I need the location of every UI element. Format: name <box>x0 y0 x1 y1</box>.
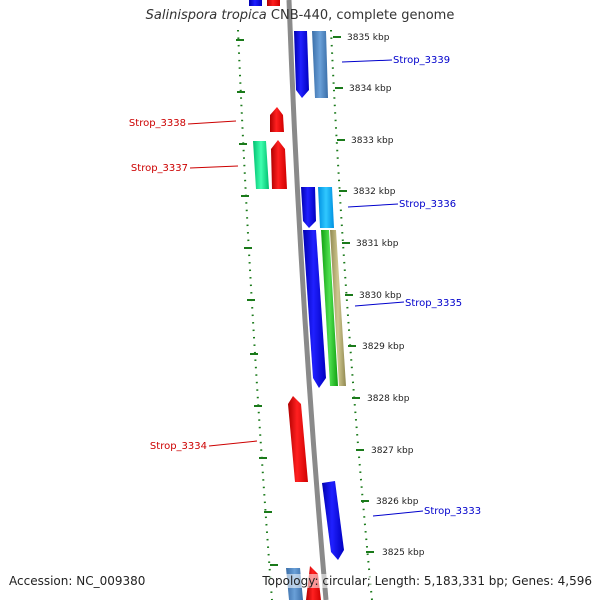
scale-tick-marks <box>333 36 374 553</box>
gene-label-strop-3333[interactable]: Strop_3333 <box>424 506 481 517</box>
gene-strop-3335-olive[interactable] <box>330 230 346 386</box>
leader-strop-3339 <box>341 59 393 63</box>
gene-strop-3333[interactable] <box>322 481 344 560</box>
scale-label: 3827 kbp <box>371 446 414 456</box>
gene-strop-3335-green[interactable] <box>321 230 338 386</box>
left-tick-marks <box>236 39 278 566</box>
gene-strop-3336-blue[interactable] <box>301 187 316 228</box>
gene-label-leaders <box>187 59 424 517</box>
genome-summary: Topology: circular; Length: 5,183,331 bp… <box>262 574 592 588</box>
gene-strop-3339-steelblue[interactable] <box>312 31 328 98</box>
gene-label-strop-3334[interactable]: Strop_3334 <box>150 441 207 452</box>
leader-strop-3338 <box>187 120 237 125</box>
gene-strop-3334[interactable] <box>288 396 308 482</box>
map-title: Salinispora tropica CNB-440, complete ge… <box>0 8 600 23</box>
gene-label-strop-3335[interactable]: Strop_3335 <box>405 298 462 309</box>
scale-label: 3826 kbp <box>376 497 419 507</box>
gene-label-strop-3338[interactable]: Strop_3338 <box>129 118 186 129</box>
gene-top-blue-partial[interactable] <box>249 0 262 6</box>
gene-label-strop-3337[interactable]: Strop_3337 <box>131 163 188 174</box>
scale-label: 3828 kbp <box>367 394 410 404</box>
genome-backbone <box>286 0 329 600</box>
title-suffix: CNB-440, complete genome <box>270 8 455 23</box>
scale-label: 3825 kbp <box>382 548 425 558</box>
gene-labels: Strop_3339 Strop_3338 Strop_3337 Strop_3… <box>129 55 481 517</box>
leader-strop-3333 <box>372 510 424 517</box>
gene-label-strop-3336[interactable]: Strop_3336 <box>399 199 456 210</box>
gene-strop-3337[interactable] <box>271 140 287 189</box>
scale-label: 3829 kbp <box>362 342 405 352</box>
gene-strop-3338[interactable] <box>270 107 284 132</box>
scale-label: 3831 kbp <box>356 239 399 249</box>
gene-strop-3339-blue[interactable] <box>294 31 309 98</box>
scale-label: 3833 kbp <box>351 136 394 146</box>
leader-strop-3335 <box>354 301 405 307</box>
organism-name: Salinispora tropica <box>145 8 267 23</box>
scale-label: 3832 kbp <box>353 187 396 197</box>
scale-label: 3835 kbp <box>347 33 390 43</box>
gene-label-strop-3339[interactable]: Strop_3339 <box>393 55 450 66</box>
accession-info: Accession: NC_009380 <box>9 574 146 588</box>
leader-strop-3337 <box>189 165 239 169</box>
gene-top-red-partial[interactable] <box>267 0 280 6</box>
leader-strop-3334 <box>208 440 258 447</box>
gene-strop-3337-teal[interactable] <box>253 141 269 189</box>
left-dotted-track <box>237 29 273 600</box>
scale-label: 3834 kbp <box>349 84 392 94</box>
leader-strop-3336 <box>347 203 399 208</box>
scale-labels: 3835 kbp 3834 kbp 3833 kbp 3832 kbp 3831… <box>347 33 425 558</box>
gene-strop-3336-cyan[interactable] <box>318 187 334 228</box>
gene-strop-3335-blue[interactable] <box>303 230 326 388</box>
scale-label: 3830 kbp <box>359 291 402 301</box>
